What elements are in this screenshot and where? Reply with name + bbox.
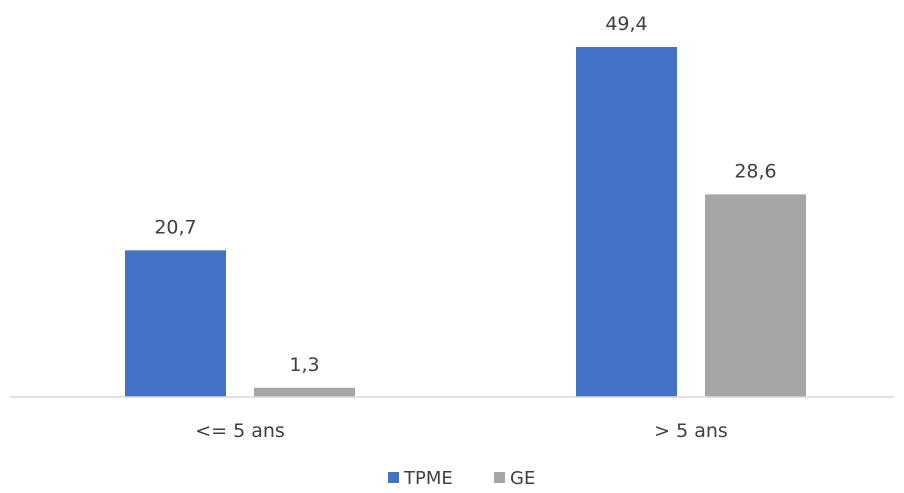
bar-tpme-1 [125, 250, 226, 397]
legend-label-tpme: TPME [403, 468, 453, 489]
category-label-2: > 5 ans [654, 420, 728, 442]
category-label-1: <= 5 ans [195, 420, 285, 442]
data-label-ge-2: 28,6 [734, 160, 776, 182]
legend-swatch-tpme [388, 472, 399, 483]
data-label-ge-1: 1,3 [289, 354, 319, 376]
data-labels-group: 20,7 1,3 49,4 28,6 [154, 13, 776, 376]
bars-group [125, 47, 806, 397]
category-labels-group: <= 5 ans > 5 ans [195, 420, 728, 442]
bar-tpme-2 [576, 47, 677, 397]
bar-ge-2 [705, 194, 806, 397]
bar-ge-1 [254, 387, 355, 397]
legend-label-ge: GE [510, 468, 535, 489]
data-label-tpme-2: 49,4 [605, 13, 647, 35]
data-label-tpme-1: 20,7 [154, 216, 196, 238]
legend-swatch-ge [494, 472, 505, 483]
legend: TPME GE [388, 468, 535, 489]
